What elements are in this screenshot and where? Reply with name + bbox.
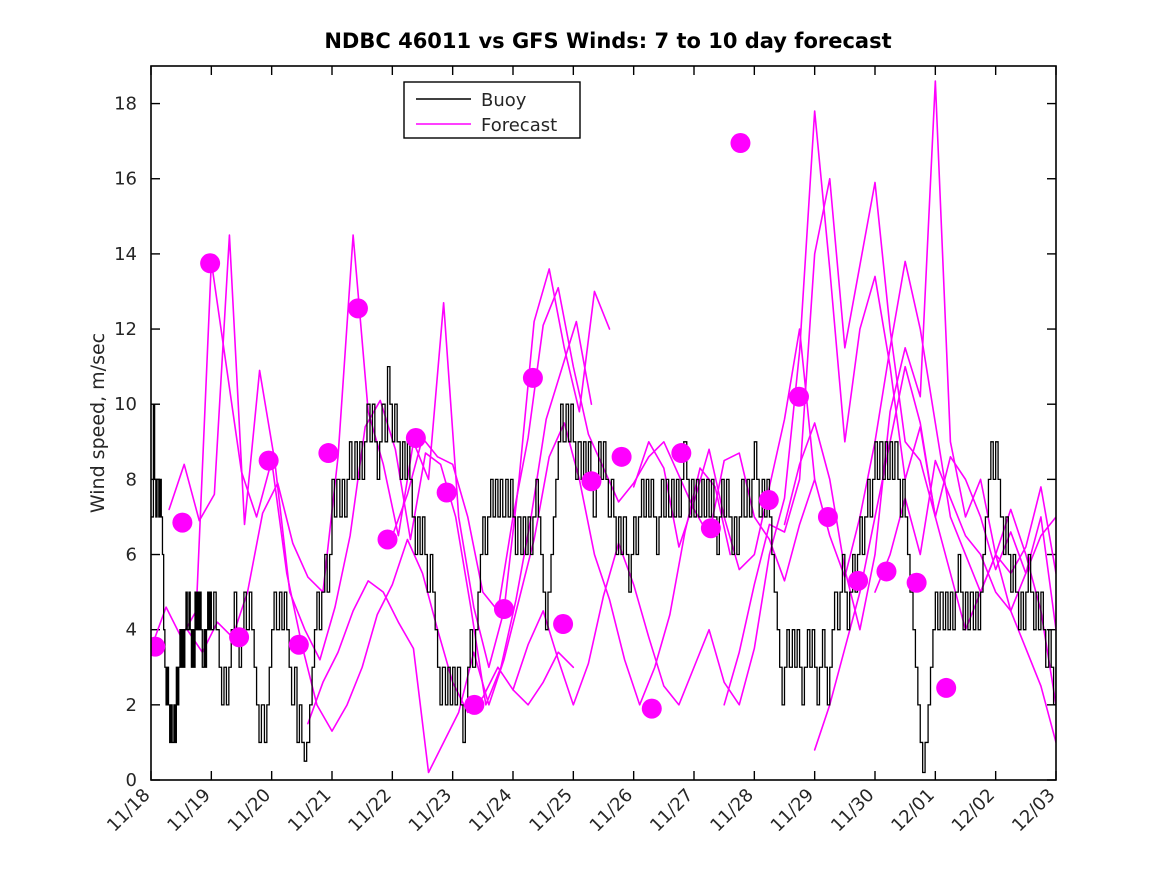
plot-frame (150, 65, 1057, 781)
forecast-marker-dot (151, 636, 166, 657)
forecast-marker-dot (700, 518, 721, 539)
y-tick-label: 8 (126, 469, 137, 490)
forecast-marker-dot (405, 428, 426, 449)
forecast-marker-dot (817, 506, 838, 527)
forecast-marker-dot (200, 253, 221, 274)
forecast-series-group (151, 80, 1056, 774)
forecast-marker-dot (377, 529, 398, 550)
forecast-marker-dot (347, 298, 368, 319)
y-tick-label: 16 (114, 169, 137, 190)
forecast-marker-dot (258, 450, 279, 471)
forecast-marker-dot (288, 634, 309, 655)
forecast-marker-dot (229, 627, 250, 648)
forecast-marker-dot (758, 490, 779, 511)
forecast-marker-dot (464, 694, 485, 715)
buoy-series-line (151, 365, 1056, 774)
legend-label-forecast: Forecast (481, 115, 557, 136)
y-tick-label: 6 (126, 545, 137, 566)
forecast-marker-dot (671, 443, 692, 464)
y-tick-label: 14 (114, 244, 137, 265)
forecast-marker-dot (522, 367, 543, 388)
forecast-marker-dot (936, 677, 957, 698)
legend-box (403, 81, 581, 139)
forecast-series-line (186, 234, 611, 669)
legend-label-buoy: Buoy (481, 90, 527, 111)
chart-title: NDBC 46011 vs GFS Winds: 7 to 10 day for… (324, 29, 891, 53)
forecast-marker-dot (641, 698, 662, 719)
forecast-marker-dot (906, 572, 927, 593)
buoy-series-group (151, 365, 1056, 774)
forecast-marker-dot (730, 133, 751, 154)
forecast-marker-dot (436, 482, 457, 503)
forecast-series-line (307, 422, 731, 774)
forecast-marker-dot (876, 561, 897, 582)
forecast-marker-dot (611, 446, 632, 467)
forecast-marker-dot (318, 443, 339, 464)
forecast-series-line (151, 260, 575, 732)
y-tick-label: 4 (126, 620, 137, 641)
forecast-marker-dot (553, 614, 574, 635)
forecast-series-line (813, 365, 1056, 751)
forecast-series-line (168, 234, 593, 706)
y-tick-label: 0 (126, 770, 137, 791)
forecast-series-line (512, 110, 937, 706)
y-tick-label: 10 (114, 394, 137, 415)
forecast-marker-dot (788, 386, 809, 407)
forecast-marker-dot (493, 599, 514, 620)
y-axis-label: Wind speed, m/sec (87, 333, 109, 513)
y-tick-label: 12 (114, 319, 137, 340)
forecast-marker-dot (848, 570, 869, 591)
y-axis-ticks: 0 2 4 6 8 10 12 14 16 18 (114, 94, 1056, 791)
chart-legend: Buoy Forecast (403, 81, 581, 139)
forecast-marker-dot (581, 471, 602, 492)
plot-area (151, 80, 1056, 774)
forecast-series-line (723, 177, 1056, 706)
forecast-marker-group (151, 133, 957, 719)
y-tick-label: 2 (126, 695, 137, 716)
y-tick-label: 18 (114, 94, 137, 115)
forecast-marker-dot (172, 512, 193, 533)
